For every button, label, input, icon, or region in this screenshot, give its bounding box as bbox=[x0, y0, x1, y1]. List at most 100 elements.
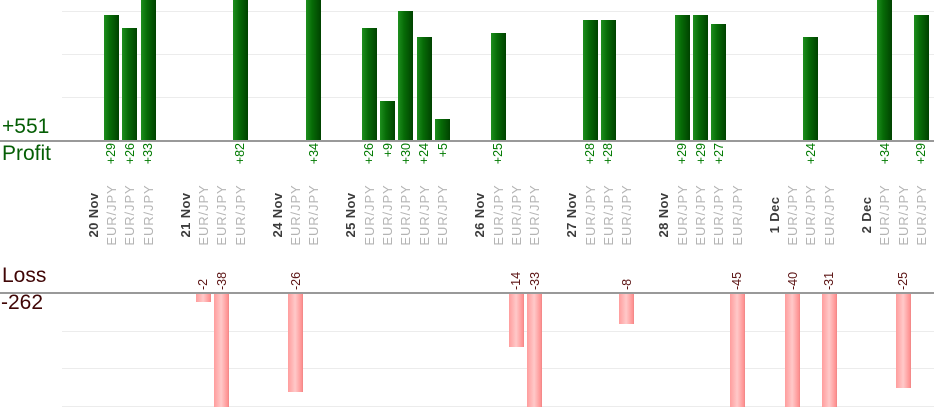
profit-bar bbox=[601, 19, 616, 140]
profit-total: +551 bbox=[2, 115, 50, 138]
loss-gridline bbox=[62, 330, 934, 332]
loss-value-label: -26 bbox=[289, 271, 303, 290]
loss-axis-label: Loss bbox=[2, 264, 47, 287]
symbol-label: EUR/JPY bbox=[233, 184, 248, 246]
date-label: 1 Dec bbox=[767, 196, 782, 234]
loss-value-label: -31 bbox=[822, 271, 836, 290]
profit-value-label: +30 bbox=[399, 143, 413, 165]
symbol-label: EUR/JPY bbox=[417, 184, 432, 246]
loss-plot-area bbox=[0, 294, 934, 407]
symbol-label: EUR/JPY bbox=[398, 184, 413, 246]
symbol-label: EUR/JPY bbox=[583, 184, 598, 246]
symbol-label: EUR/JPY bbox=[380, 184, 395, 246]
loss-bar bbox=[730, 294, 745, 407]
loss-bar bbox=[214, 294, 229, 407]
loss-gridline bbox=[62, 368, 934, 369]
loss-value-label: -45 bbox=[730, 271, 744, 290]
symbol-label: EUR/JPY bbox=[509, 184, 524, 246]
profit-value-label: +27 bbox=[712, 143, 726, 165]
profit-bar bbox=[398, 11, 413, 140]
profit-value-label: +29 bbox=[914, 143, 928, 165]
symbol-label: EUR/JPY bbox=[491, 184, 506, 246]
profit-bar bbox=[675, 15, 690, 140]
profit-bar bbox=[104, 15, 119, 140]
profit-bar bbox=[435, 118, 450, 140]
loss-bar bbox=[896, 294, 911, 388]
symbol-label: EUR/JPY bbox=[435, 184, 450, 246]
loss-value-label: -25 bbox=[896, 271, 910, 290]
symbol-label: EUR/JPY bbox=[785, 184, 800, 246]
profit-value-label: +29 bbox=[694, 143, 708, 165]
profit-bar bbox=[141, 0, 156, 140]
profit-axis-label: Profit bbox=[2, 142, 52, 165]
profit-value-label: +24 bbox=[417, 143, 431, 165]
loss-value-label: -8 bbox=[620, 278, 634, 290]
profit-value-label: +82 bbox=[233, 143, 247, 165]
profit-value-label: +26 bbox=[123, 143, 137, 165]
loss-gridline bbox=[62, 405, 934, 407]
profit-value-label: +29 bbox=[104, 143, 118, 165]
profit-bar bbox=[491, 32, 506, 140]
loss-bar bbox=[288, 294, 303, 392]
date-label: 25 Nov bbox=[343, 192, 358, 238]
symbol-label: EUR/JPY bbox=[803, 184, 818, 246]
profit-plot-area bbox=[0, 0, 934, 140]
symbol-label: EUR/JPY bbox=[730, 184, 745, 246]
symbol-label: EUR/JPY bbox=[601, 184, 616, 246]
symbol-label: EUR/JPY bbox=[693, 184, 708, 246]
loss-value-label: -14 bbox=[509, 271, 523, 290]
symbol-label: EUR/JPY bbox=[141, 184, 156, 246]
symbol-label: EUR/JPY bbox=[711, 184, 726, 246]
loss-value-label: -38 bbox=[215, 271, 229, 290]
loss-value-label: -33 bbox=[528, 271, 542, 290]
profit-bar bbox=[306, 0, 321, 140]
loss-bar bbox=[822, 294, 837, 407]
profit-value-label: +26 bbox=[362, 143, 376, 165]
loss-bar bbox=[527, 294, 542, 407]
loss-value-label: -2 bbox=[196, 278, 210, 290]
profit-gridline bbox=[62, 11, 934, 12]
profit-value-label: +5 bbox=[436, 143, 450, 158]
symbol-label: EUR/JPY bbox=[362, 184, 377, 246]
profit-bar bbox=[122, 28, 137, 140]
loss-bar bbox=[619, 294, 634, 324]
loss-bar bbox=[196, 294, 211, 302]
profit-bar bbox=[914, 15, 929, 140]
date-label: 26 Nov bbox=[472, 192, 487, 238]
profit-value-label: +28 bbox=[601, 143, 615, 165]
date-label: 20 Nov bbox=[86, 192, 101, 238]
profit-value-label: +25 bbox=[491, 143, 505, 165]
loss-bar bbox=[785, 294, 800, 407]
profit-bar bbox=[693, 15, 708, 140]
loss-total: -262 bbox=[1, 291, 44, 314]
profit-bar bbox=[380, 101, 395, 140]
profit-bar bbox=[583, 19, 598, 140]
symbol-label: EUR/JPY bbox=[822, 184, 837, 246]
date-label: 27 Nov bbox=[564, 192, 579, 238]
profit-bar bbox=[803, 36, 818, 140]
date-label: 21 Nov bbox=[178, 192, 193, 238]
loss-bar bbox=[509, 294, 524, 347]
symbol-label: EUR/JPY bbox=[619, 184, 634, 246]
symbol-label: EUR/JPY bbox=[214, 184, 229, 246]
date-label: 24 Nov bbox=[270, 192, 285, 238]
profit-value-label: +24 bbox=[804, 143, 818, 165]
profit-bar bbox=[233, 0, 248, 140]
profit-bar bbox=[711, 23, 726, 140]
symbol-label: EUR/JPY bbox=[104, 184, 119, 246]
profit-value-label: +9 bbox=[381, 143, 395, 158]
profit-value-label: +34 bbox=[878, 143, 892, 165]
profit-value-label: +33 bbox=[141, 143, 155, 165]
symbol-label: EUR/JPY bbox=[306, 184, 321, 246]
date-label: 28 Nov bbox=[656, 192, 671, 238]
profit-bar bbox=[417, 36, 432, 140]
symbol-label: EUR/JPY bbox=[914, 184, 929, 246]
symbol-label: EUR/JPY bbox=[675, 184, 690, 246]
profit-value-label: +29 bbox=[675, 143, 689, 165]
date-label: 2 Dec bbox=[859, 196, 874, 234]
loss-value-label: -40 bbox=[786, 271, 800, 290]
profit-value-label: +34 bbox=[307, 143, 321, 165]
profit-bar bbox=[362, 28, 377, 140]
profit-axis-line bbox=[0, 140, 934, 142]
